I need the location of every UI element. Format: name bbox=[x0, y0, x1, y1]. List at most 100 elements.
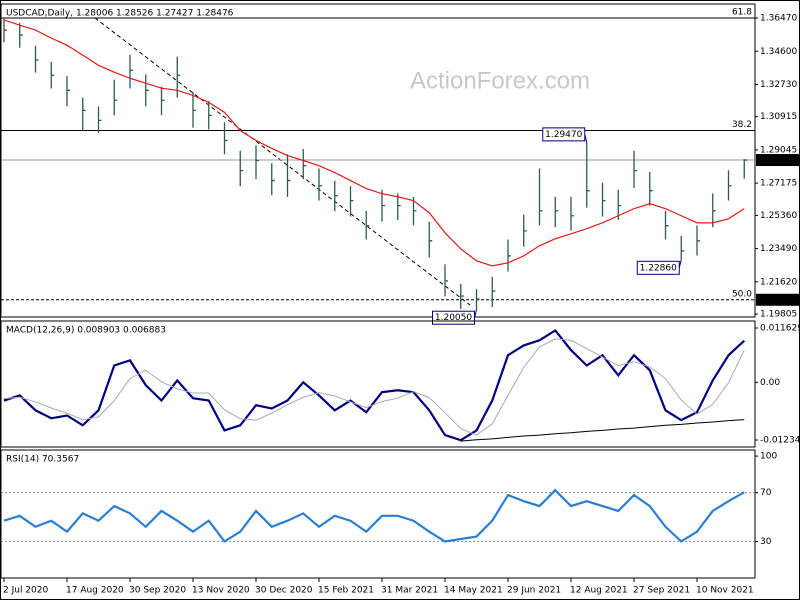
ohlc-bar bbox=[113, 79, 118, 116]
ohlc-bar bbox=[475, 289, 480, 310]
ohlc-bar bbox=[633, 150, 637, 189]
y-tick-label: 1.21620 bbox=[760, 277, 797, 287]
panel-title: USDCAD,Daily, 1.28006 1.28526 1.27427 1.… bbox=[6, 9, 234, 19]
ohlc-bar bbox=[82, 97, 86, 132]
last-price-box bbox=[756, 154, 800, 167]
annotation-label: 1.29470 bbox=[545, 130, 582, 140]
y-tick-label: 30 bbox=[760, 537, 772, 547]
y-tick-label: 1.23490 bbox=[760, 244, 797, 254]
last-price-label: 1.28476 bbox=[760, 156, 797, 166]
ohlc-bar bbox=[365, 211, 370, 240]
annotation-box bbox=[542, 127, 586, 142]
x-tick-label: 30 Dec 2020 bbox=[255, 586, 313, 596]
ohlc-bar bbox=[491, 276, 496, 308]
ohlc-bar bbox=[586, 142, 590, 208]
ohlc-bar bbox=[712, 193, 716, 228]
x-tick-label: 2 Jul 2020 bbox=[3, 586, 48, 596]
ohlc-bar bbox=[239, 150, 244, 187]
panel bbox=[0, 320, 756, 448]
ohlc-bar bbox=[66, 76, 70, 107]
ohlc-bar bbox=[223, 122, 228, 155]
ohlc-bar bbox=[743, 159, 748, 179]
ohlc-bar bbox=[601, 182, 606, 217]
ohlc-bar bbox=[192, 92, 196, 128]
ohlc-bar bbox=[129, 54, 133, 89]
ohlc-bar bbox=[680, 235, 685, 260]
annotation-label: 1.20050 bbox=[435, 313, 472, 323]
ohlc-bar bbox=[286, 154, 291, 197]
y-tick-label: 1.19805 bbox=[760, 310, 797, 320]
ohlc-bar bbox=[50, 61, 55, 89]
ohlc-bar bbox=[664, 211, 669, 240]
y-tick-label: -0.012348 bbox=[760, 435, 800, 445]
ohlc-bar bbox=[160, 86, 165, 116]
x-tick-label: 13 Nov 2020 bbox=[192, 586, 250, 596]
panel-title: RSI(14) 70.3567 bbox=[6, 455, 79, 465]
level-label: 61.8 bbox=[732, 8, 752, 18]
x-tick-label: 12 Aug 2021 bbox=[570, 586, 628, 596]
x-tick-label: 27 Sep 2021 bbox=[633, 586, 690, 596]
ohlc-bar bbox=[617, 189, 622, 221]
price-label: 1.20610 bbox=[760, 295, 797, 305]
level-label: 38.2 bbox=[732, 120, 752, 130]
y-tick-label: 0.00 bbox=[760, 378, 780, 388]
x-tick-label: 29 Jun 2021 bbox=[507, 586, 561, 596]
trend-channel bbox=[94, 17, 471, 306]
x-tick-label: 15 Feb 2021 bbox=[318, 586, 374, 596]
ohlc-bar bbox=[255, 145, 259, 180]
ohlc-bar bbox=[145, 74, 149, 107]
x-tick-label: 14 May 2021 bbox=[444, 586, 503, 596]
series-line bbox=[3, 488, 745, 543]
y-tick-label: 100 bbox=[760, 452, 777, 462]
x-tick-label: 31 Mar 2021 bbox=[381, 586, 438, 596]
ohlc-bar bbox=[34, 45, 39, 73]
annotation-box bbox=[636, 260, 680, 275]
ohlc-bar bbox=[428, 221, 433, 258]
ohlc-bar bbox=[208, 100, 212, 130]
ohlc-bar bbox=[334, 180, 338, 212]
y-tick-label: 1.27175 bbox=[760, 179, 797, 189]
ohlc-bar bbox=[3, 18, 7, 43]
annotation-label: 1.22860 bbox=[640, 263, 677, 273]
x-tick-label: 30 Sep 2020 bbox=[129, 586, 186, 596]
series-line bbox=[3, 338, 745, 436]
ohlc-bar bbox=[412, 196, 417, 226]
ohlc-bar bbox=[538, 168, 543, 226]
ohlc-bar bbox=[397, 193, 401, 221]
ohlc-bar bbox=[570, 196, 574, 231]
x-tick-label: 17 Aug 2020 bbox=[66, 586, 124, 596]
ohlc-bar bbox=[460, 283, 464, 309]
y-tick-label: 1.36470 bbox=[760, 14, 797, 24]
watermark: ActionForex.com bbox=[410, 67, 590, 94]
ohlc-bar bbox=[507, 239, 511, 272]
y-tick-label: 70 bbox=[760, 488, 772, 498]
ohlc-bar bbox=[696, 225, 700, 256]
y-tick-label: 1.25360 bbox=[760, 211, 797, 221]
ohlc-bar bbox=[444, 264, 448, 297]
panel bbox=[0, 449, 756, 579]
x-tick-label: 10 Nov 2021 bbox=[696, 586, 754, 596]
ohlc-bar bbox=[381, 189, 385, 222]
y-tick-label: 0.011629 bbox=[760, 324, 800, 334]
y-tick-label: 1.30915 bbox=[760, 112, 797, 122]
ohlc-bar bbox=[649, 172, 653, 206]
series-line bbox=[3, 329, 745, 442]
series-line bbox=[460, 419, 745, 442]
y-tick-label: 1.29045 bbox=[760, 145, 797, 155]
ohlc-bar bbox=[302, 148, 307, 180]
ohlc-bar bbox=[318, 168, 322, 201]
panel-title: MACD(12,26,9) 0.008903 0.006883 bbox=[6, 326, 166, 336]
ohlc-bar bbox=[19, 22, 23, 48]
ohlc-bar bbox=[349, 186, 354, 217]
ohlc-bar bbox=[271, 163, 275, 196]
ohlc-bar bbox=[727, 170, 732, 201]
ohlc-bar bbox=[523, 214, 527, 247]
level-label: 50.0 bbox=[732, 289, 752, 299]
ohlc-bar bbox=[97, 106, 102, 133]
moving-average bbox=[3, 19, 745, 267]
y-tick-label: 1.32730 bbox=[760, 80, 797, 90]
y-tick-label: 1.34600 bbox=[760, 47, 797, 57]
ohlc-bar bbox=[554, 196, 559, 228]
